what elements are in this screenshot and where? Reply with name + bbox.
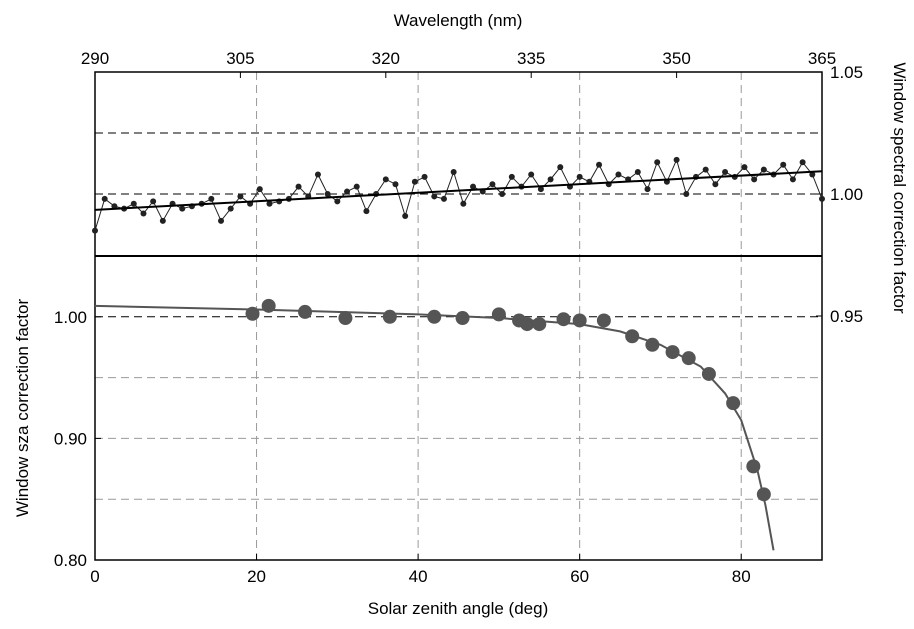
data-point: [683, 191, 690, 197]
data-point: [218, 217, 225, 224]
data-point: [644, 186, 651, 193]
x-tick-label: 335: [517, 49, 545, 68]
data-point: [455, 311, 470, 326]
data-point: [431, 193, 438, 200]
data-point: [576, 173, 583, 180]
data-point: [499, 191, 506, 197]
right-axis-label: Window spectral correction factor: [890, 62, 909, 314]
bottom-axis-label: Solar zenith angle (deg): [368, 599, 549, 618]
x-tick-label: 290: [81, 49, 109, 68]
data-point: [140, 210, 147, 217]
data-point: [751, 176, 758, 183]
data-point: [208, 195, 215, 202]
data-point: [338, 311, 353, 326]
data-point: [819, 195, 825, 202]
y-tick-label: 0.80: [54, 551, 87, 570]
data-point: [634, 169, 641, 176]
data-point: [460, 200, 467, 207]
data-point: [150, 198, 157, 205]
data-point: [557, 164, 564, 171]
data-point: [130, 200, 137, 207]
top-axis-label: Wavelength (nm): [394, 11, 523, 30]
data-point: [111, 203, 118, 210]
data-point: [654, 159, 661, 166]
data-point: [266, 200, 273, 207]
data-point: [722, 169, 729, 176]
data-point: [702, 166, 709, 173]
x-tick-label: 80: [732, 567, 751, 586]
data-point: [227, 205, 234, 212]
data-point: [334, 198, 341, 205]
data-point: [159, 217, 166, 224]
data-point: [760, 166, 767, 173]
data-point: [179, 205, 186, 212]
x-tick-label: 305: [226, 49, 254, 68]
fit-line: [94, 304, 775, 551]
data-point: [450, 169, 457, 176]
data-point: [596, 313, 611, 328]
data-point: [741, 164, 748, 171]
data-point: [427, 309, 442, 324]
data-point: [344, 188, 351, 195]
data-point: [353, 183, 360, 190]
data-point: [712, 181, 719, 188]
data-point: [508, 173, 515, 180]
data-point: [809, 171, 816, 178]
x-tick-label: 60: [570, 567, 589, 586]
data-point: [440, 195, 447, 202]
data-point: [789, 176, 796, 183]
data-point: [528, 171, 535, 178]
fit-line: [94, 170, 823, 211]
data-point: [382, 309, 397, 324]
data-point: [537, 186, 544, 193]
y-tick-label: 0.95: [830, 307, 863, 326]
data-point: [411, 178, 418, 185]
data-point: [547, 176, 554, 183]
data-point: [673, 156, 680, 163]
data-point: [295, 183, 302, 190]
data-point: [324, 191, 331, 197]
data-point: [799, 159, 806, 166]
data-point: [532, 317, 547, 332]
y-tick-label: 1.00: [830, 185, 863, 204]
x-tick-label: 0: [90, 567, 99, 586]
data-point: [489, 181, 496, 188]
data-point: [382, 176, 389, 183]
data-point: [237, 193, 244, 200]
x-tick-label: 320: [372, 49, 400, 68]
data-line: [94, 158, 823, 231]
data-point: [596, 161, 603, 168]
data-point: [470, 183, 477, 190]
data-point: [101, 195, 108, 202]
x-tick-label: 365: [808, 49, 836, 68]
data-point: [402, 212, 409, 219]
x-tick-label: 40: [409, 567, 428, 586]
data-point: [363, 208, 370, 215]
y-tick-label: 1.00: [54, 308, 87, 327]
data-point: [421, 173, 428, 180]
left-axis-label: Window sza correction factor: [13, 299, 32, 518]
data-point: [615, 171, 622, 178]
y-tick-label: 0.90: [54, 429, 87, 448]
data-point: [314, 171, 321, 178]
x-tick-label: 350: [662, 49, 690, 68]
data-point: [92, 227, 98, 234]
data-point: [392, 181, 399, 188]
data-point: [780, 161, 787, 168]
data-point: [256, 186, 263, 193]
y-tick-label: 1.05: [830, 63, 863, 82]
x-tick-label: 20: [247, 567, 266, 586]
